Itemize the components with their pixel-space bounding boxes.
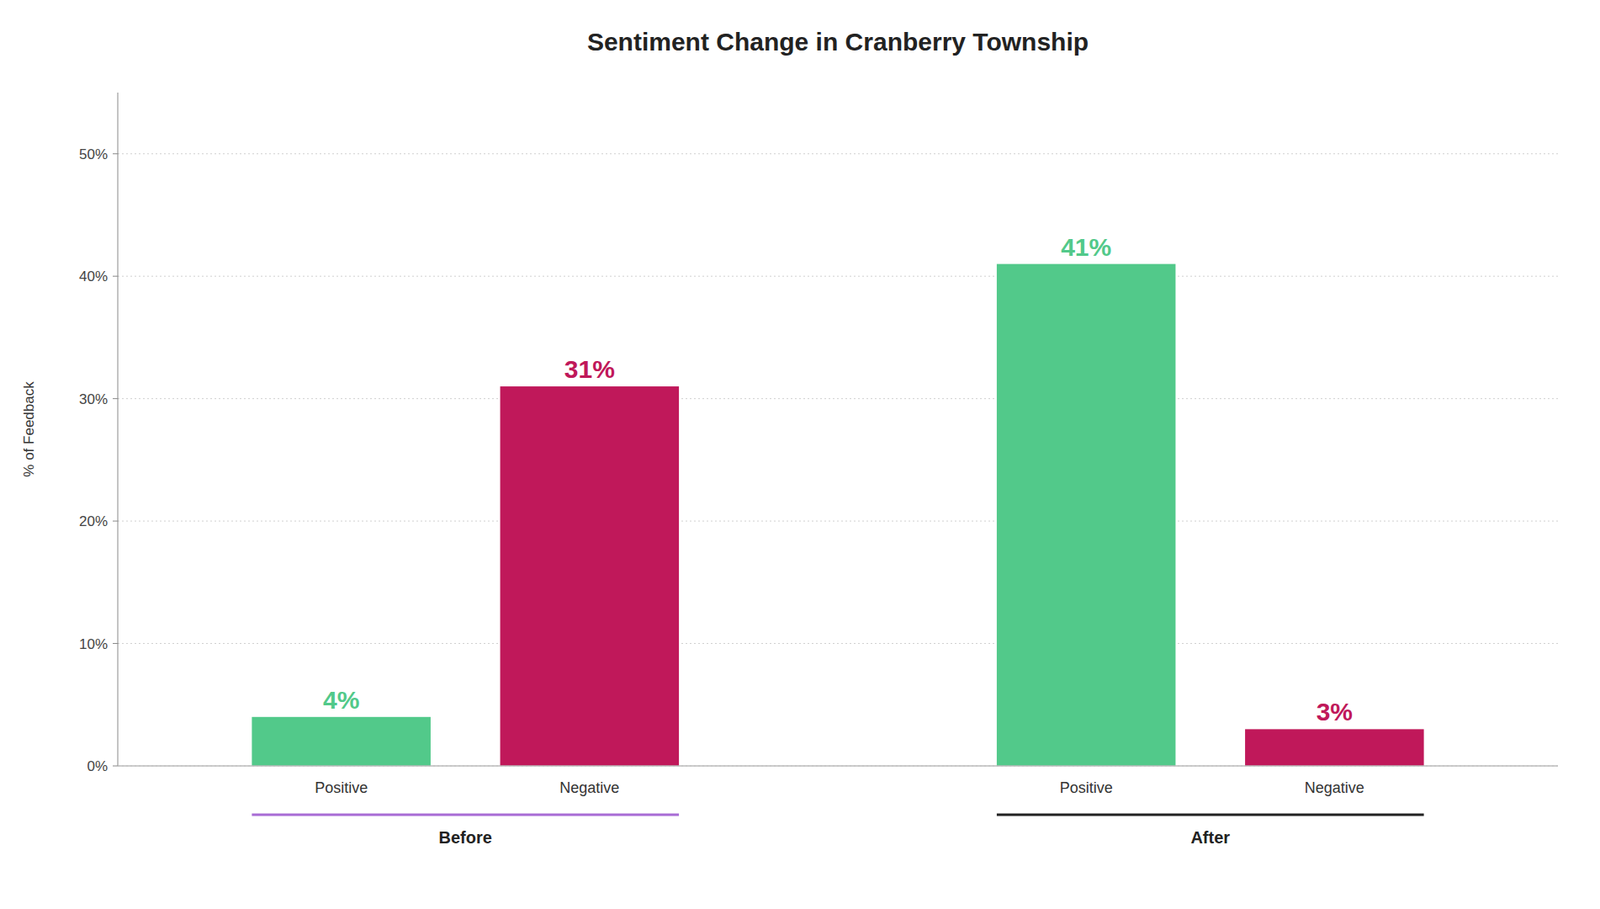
category-label: Positive: [1059, 778, 1113, 796]
bar: [251, 716, 431, 766]
tick-label: 40%: [79, 268, 108, 285]
grid-line: [117, 275, 1558, 277]
y-axis-line: [117, 92, 119, 766]
tick-mark: [112, 275, 118, 277]
y-axis-label: % of Feedback: [21, 381, 38, 477]
data-label: 41%: [1060, 233, 1112, 261]
tick-mark: [112, 153, 118, 154]
group-label: Before: [439, 827, 493, 847]
data-label: 4%: [323, 685, 360, 714]
group-underline: [996, 813, 1425, 816]
bar: [1245, 728, 1425, 766]
tick-label: 10%: [79, 635, 108, 652]
group-underline: [251, 813, 679, 816]
grid-line: [117, 520, 1558, 522]
data-label: 31%: [564, 354, 615, 383]
grid-line: [117, 642, 1558, 644]
title: Sentiment Change in Cranberry Township: [587, 27, 1089, 56]
bar: [500, 386, 680, 766]
grid-line: [117, 397, 1558, 399]
bar: [996, 264, 1177, 766]
tick-mark: [112, 520, 118, 522]
group-label: After: [1190, 827, 1230, 847]
grid-line: [117, 153, 1558, 154]
grid: [117, 153, 1558, 766]
data-label: 3%: [1316, 697, 1353, 726]
category-label: Negative: [559, 778, 620, 796]
tick-label: 0%: [86, 757, 108, 774]
bars: [251, 264, 1424, 766]
tick-mark: [112, 642, 118, 644]
tick-label: 50%: [79, 146, 108, 163]
tick-mark: [112, 397, 118, 399]
tick-label: 30%: [79, 391, 108, 408]
category-label: Positive: [314, 778, 368, 796]
chart: Sentiment Change in Cranberry Township % …: [0, 0, 1600, 909]
x-axis-line: [117, 764, 1558, 767]
category-label: Negative: [1304, 778, 1365, 796]
tick-mark: [112, 765, 118, 767]
grid-line: [117, 765, 1558, 767]
tick-label: 20%: [79, 513, 108, 530]
